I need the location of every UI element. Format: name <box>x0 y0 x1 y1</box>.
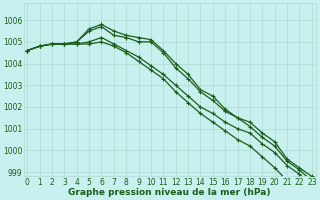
X-axis label: Graphe pression niveau de la mer (hPa): Graphe pression niveau de la mer (hPa) <box>68 188 271 197</box>
